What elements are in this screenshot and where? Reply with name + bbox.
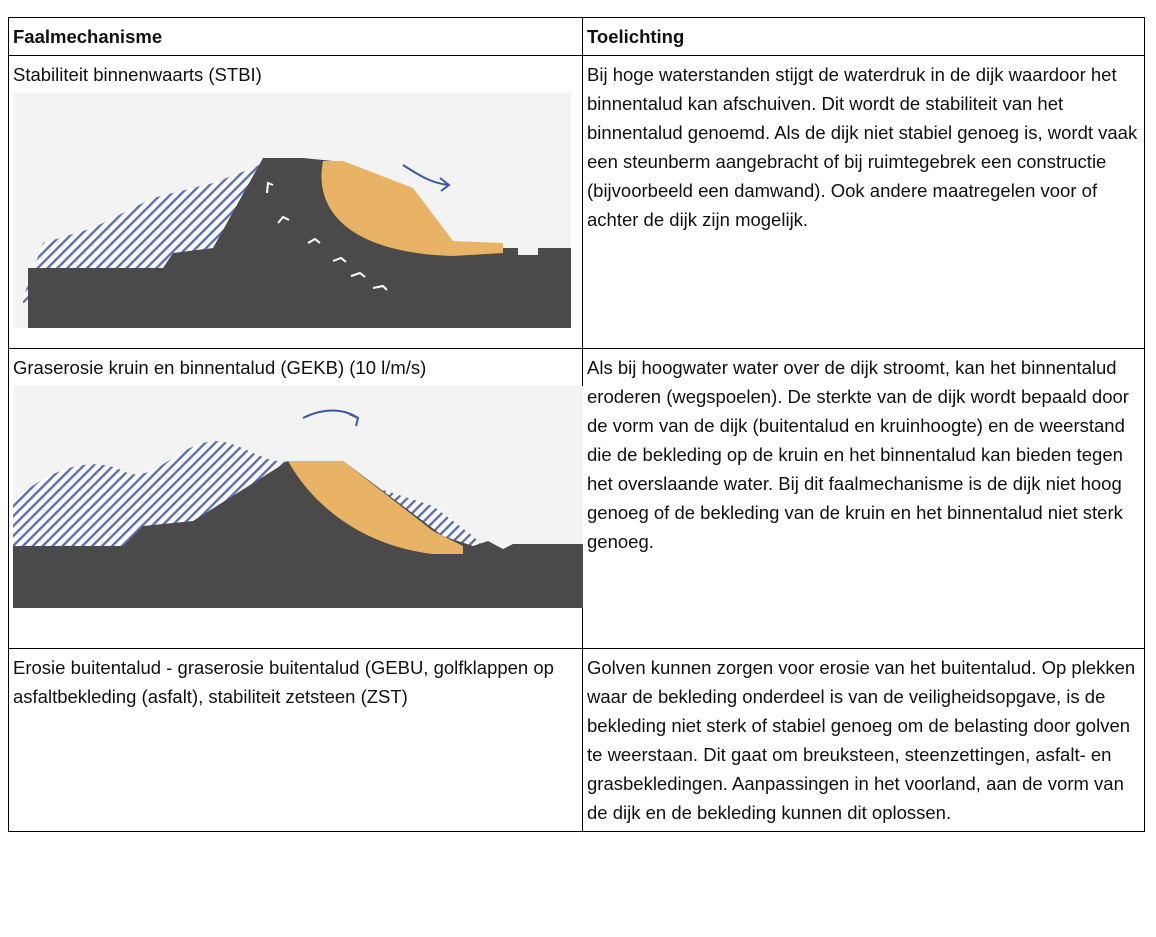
page: Faalmechanisme Toelichting Stabiliteit b… bbox=[0, 0, 1156, 937]
table: Faalmechanisme Toelichting Stabiliteit b… bbox=[8, 17, 1145, 832]
illustration-stbi bbox=[13, 93, 571, 328]
header-cell: Toelichting bbox=[583, 18, 1145, 56]
mechanism: Graserosie kruin en binnentalud (GEKB) (… bbox=[13, 353, 576, 382]
row: Erosie buitentalud - graserosie buitenta… bbox=[9, 649, 1145, 832]
cell: Erosie buitentalud - graserosie buitenta… bbox=[9, 649, 583, 832]
cell: Stabiliteit binnenwaarts (STBI) bbox=[9, 56, 583, 349]
cell: Als bij hoogwater water over de dijk str… bbox=[583, 349, 1145, 649]
cell: Golven kunnen zorgen voor erosie van het… bbox=[583, 649, 1145, 832]
cell: Graserosie kruin en binnentalud (GEKB) (… bbox=[9, 349, 583, 649]
row: Stabiliteit binnenwaarts (STBI) Bij hoge… bbox=[9, 56, 1145, 349]
header-row: Faalmechanisme Toelichting bbox=[9, 18, 1145, 56]
header-cell: Faalmechanisme bbox=[9, 18, 583, 56]
illustration-gekb bbox=[13, 386, 583, 608]
cell: Bij hoge waterstanden stijgt de waterdru… bbox=[583, 56, 1145, 349]
mechanism: Stabiliteit binnenwaarts (STBI) bbox=[13, 60, 576, 89]
row: Graserosie kruin en binnentalud (GEKB) (… bbox=[9, 349, 1145, 649]
